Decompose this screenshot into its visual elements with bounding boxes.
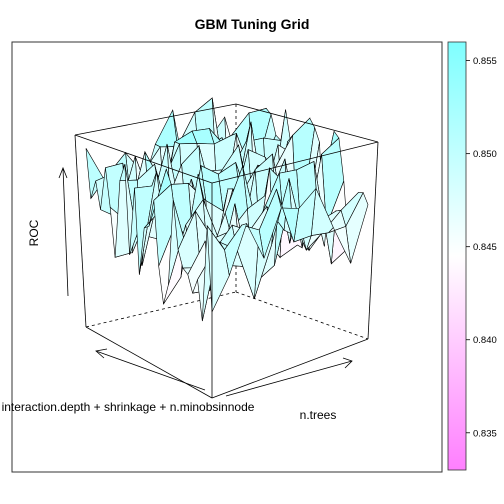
colorkey-tick-label: 0.850 [473,149,497,160]
box-edge-bottom-front-left [85,326,213,399]
colorkey-ticks: 0.835 0.840 0.845 0.850 0.855 [466,56,497,439]
z-axis-label: ROC [27,219,41,246]
box-edge-top-front-right [211,141,379,184]
box-edge-back-right [235,291,369,340]
z-axis-arrow [62,167,69,297]
box-edge-bottom-front-right [211,338,369,399]
colorkey-tick-label: 0.855 [473,56,497,67]
x-axis-arrowhead [95,348,108,359]
y-axis-arrow [225,360,353,397]
box-edge-top-left [74,103,237,136]
surface-mesh [85,97,369,322]
box-edge-left-vertical [74,134,87,328]
plot-panel-border [11,41,443,473]
axis-arrows [58,166,353,397]
surface-facet [206,224,230,313]
box-edge-right-vertical [367,141,379,340]
x-axis-arrow [95,350,206,391]
y-axis-arrowhead [342,357,353,369]
colorkey-tick-label: 0.835 [473,428,497,439]
colorkey-bar [447,41,467,471]
y-axis-label: n.trees [300,408,337,422]
chart-title: GBM Tuning Grid [195,16,310,32]
z-axis-arrowhead [58,166,68,179]
box-front-edges [74,103,379,399]
colorkey-tick-label: 0.845 [473,242,497,253]
x-axis-label: interaction.depth + shrinkage + n.minobs… [2,400,255,414]
colorkey-tick-label: 0.840 [473,335,497,346]
box-edge-top-right [235,103,379,143]
box-edge-top-front [74,134,213,184]
